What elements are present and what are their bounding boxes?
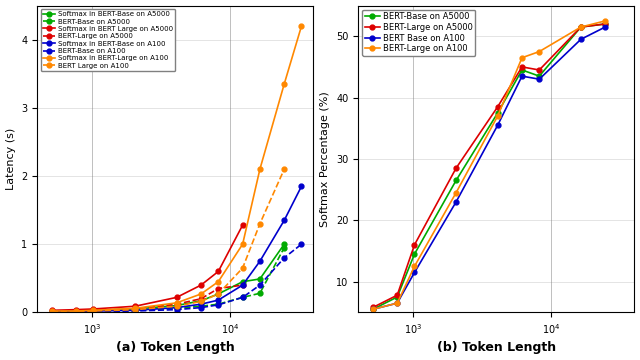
Y-axis label: Softmax Percentage (%): Softmax Percentage (%) [321, 91, 330, 227]
BERT-Base on A5000 [411, 252, 419, 256]
Line: BERT-Large on A5000: BERT-Large on A5000 [371, 22, 607, 310]
BERT-Large on A5000 [452, 166, 460, 170]
BERT Base on A100 [369, 307, 377, 311]
X-axis label: (b) Token Length: (b) Token Length [436, 341, 556, 355]
Line: BERT-Large on A100: BERT-Large on A100 [371, 18, 607, 312]
BERT-Large on A5000 [602, 22, 609, 26]
BERT-Large on A100 [494, 114, 502, 118]
BERT-Large on A100 [452, 190, 460, 195]
BERT-Base on A5000 [602, 22, 609, 26]
Y-axis label: Latency (s): Latency (s) [6, 128, 15, 190]
BERT-Base on A5000 [369, 307, 377, 311]
BERT-Base on A5000 [577, 25, 585, 29]
Line: BERT Base on A100: BERT Base on A100 [371, 24, 607, 312]
BERT-Large on A100 [602, 19, 609, 23]
BERT-Large on A100 [536, 49, 543, 54]
BERT-Large on A5000 [411, 243, 419, 247]
BERT Base on A100 [536, 77, 543, 81]
Line: BERT-Base on A5000: BERT-Base on A5000 [371, 22, 607, 312]
BERT-Base on A5000 [518, 68, 526, 72]
BERT-Large on A5000 [394, 293, 401, 297]
BERT-Large on A5000 [369, 305, 377, 310]
BERT-Base on A5000 [394, 295, 401, 299]
BERT-Large on A100 [394, 301, 401, 305]
BERT-Large on A5000 [494, 105, 502, 109]
BERT Base on A100 [577, 37, 585, 41]
Legend: BERT-Base on A5000, BERT-Large on A5000, BERT Base on A100, BERT-Large on A100: BERT-Base on A5000, BERT-Large on A5000,… [362, 10, 476, 56]
BERT Base on A100 [602, 25, 609, 29]
BERT Base on A100 [394, 301, 401, 305]
BERT-Large on A100 [369, 307, 377, 311]
Legend: Softmax in BERT-Base on A5000, BERT-Base on A5000, Softmax in BERT Large on A500: Softmax in BERT-Base on A5000, BERT-Base… [40, 9, 175, 71]
BERT-Base on A5000 [452, 178, 460, 183]
BERT-Base on A5000 [536, 74, 543, 78]
BERT Base on A100 [452, 200, 460, 204]
BERT-Large on A100 [411, 264, 419, 269]
BERT Base on A100 [411, 270, 419, 275]
BERT-Base on A5000 [494, 111, 502, 115]
BERT-Large on A5000 [577, 25, 585, 29]
BERT-Large on A100 [518, 55, 526, 60]
BERT Base on A100 [518, 74, 526, 78]
BERT-Large on A5000 [518, 65, 526, 69]
X-axis label: (a) Token Length: (a) Token Length [116, 341, 235, 355]
BERT-Large on A100 [577, 25, 585, 29]
BERT-Large on A5000 [536, 68, 543, 72]
BERT Base on A100 [494, 123, 502, 127]
